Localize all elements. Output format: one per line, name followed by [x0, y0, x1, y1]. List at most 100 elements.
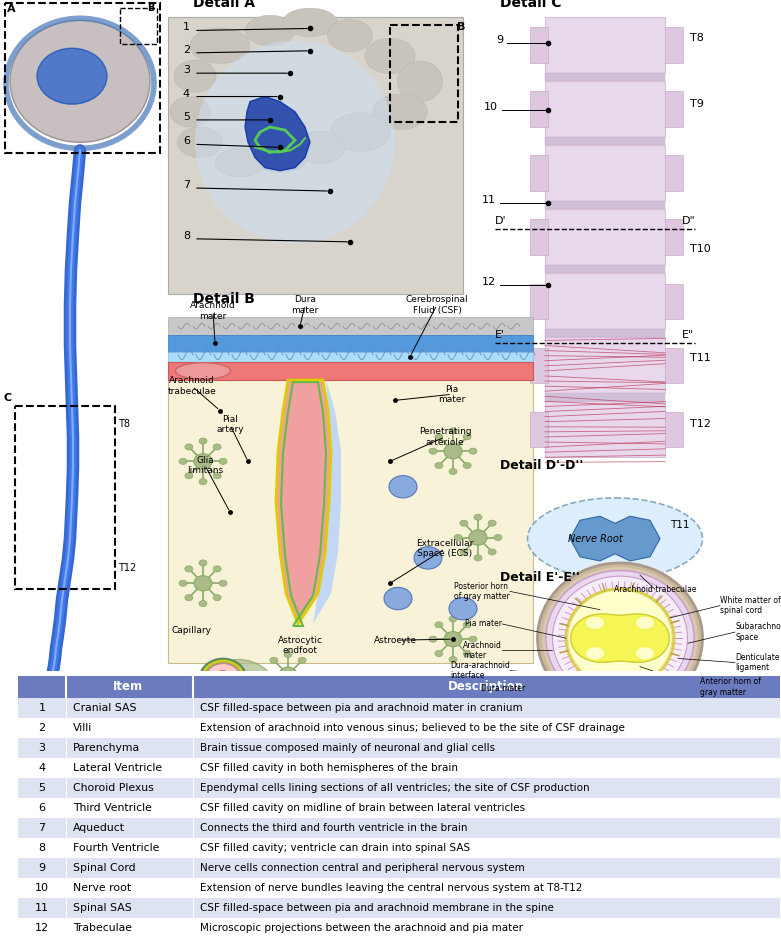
Ellipse shape: [449, 598, 477, 620]
Ellipse shape: [327, 20, 373, 52]
Ellipse shape: [384, 587, 412, 610]
Text: T12: T12: [118, 563, 136, 573]
Text: 7: 7: [38, 823, 45, 833]
Ellipse shape: [527, 498, 702, 580]
Ellipse shape: [213, 566, 221, 572]
Ellipse shape: [10, 21, 150, 143]
Bar: [168, 373, 533, 662]
Ellipse shape: [435, 433, 443, 440]
Ellipse shape: [444, 444, 462, 459]
Text: Detail D'-D'': Detail D'-D'': [500, 460, 583, 473]
Ellipse shape: [474, 555, 482, 561]
Polygon shape: [571, 614, 669, 662]
Polygon shape: [313, 380, 341, 624]
Text: 12: 12: [482, 277, 496, 286]
Text: T8: T8: [118, 418, 130, 429]
Ellipse shape: [213, 444, 221, 450]
Ellipse shape: [435, 650, 443, 657]
Ellipse shape: [295, 131, 345, 163]
Ellipse shape: [636, 647, 654, 659]
Text: Brain tissue composed mainly of neuronal and glial cells: Brain tissue composed mainly of neuronal…: [200, 743, 495, 752]
Polygon shape: [245, 97, 310, 171]
Bar: [18, 675, 780, 698]
Text: Villi: Villi: [73, 722, 92, 733]
Ellipse shape: [198, 659, 278, 731]
Ellipse shape: [252, 143, 308, 173]
Text: Posterior horn
of gray matter: Posterior horn of gray matter: [455, 582, 510, 601]
Ellipse shape: [460, 549, 468, 555]
Ellipse shape: [389, 476, 417, 498]
Ellipse shape: [463, 433, 471, 440]
Ellipse shape: [219, 459, 227, 464]
Ellipse shape: [213, 671, 233, 689]
Text: Extension of nerve bundles leaving the central nervous system at T8-T12: Extension of nerve bundles leaving the c…: [200, 883, 583, 893]
Polygon shape: [570, 516, 660, 561]
Bar: [18, 838, 780, 858]
Bar: [530, 348, 548, 383]
Text: 6: 6: [38, 803, 45, 813]
Ellipse shape: [365, 38, 415, 74]
Ellipse shape: [304, 672, 312, 678]
Bar: [530, 156, 548, 191]
Ellipse shape: [469, 448, 477, 454]
Ellipse shape: [174, 60, 216, 93]
Text: Pia
mater: Pia mater: [438, 385, 465, 404]
Bar: [545, 393, 665, 401]
Bar: [390, 25, 458, 122]
Bar: [545, 137, 665, 145]
Ellipse shape: [179, 459, 187, 464]
Ellipse shape: [460, 521, 468, 526]
Bar: [18, 698, 780, 718]
Text: 10: 10: [484, 101, 498, 112]
Bar: [18, 878, 780, 898]
Ellipse shape: [185, 473, 193, 478]
Bar: [545, 82, 665, 137]
Ellipse shape: [177, 127, 223, 158]
Ellipse shape: [435, 622, 443, 628]
Text: Choroid Plexus: Choroid Plexus: [73, 782, 154, 793]
Ellipse shape: [284, 651, 292, 658]
Ellipse shape: [435, 462, 443, 469]
Ellipse shape: [270, 658, 278, 663]
Ellipse shape: [449, 657, 457, 662]
Text: Cranial SAS: Cranial SAS: [73, 703, 137, 713]
Text: T8: T8: [690, 33, 704, 42]
Text: T11: T11: [690, 353, 711, 363]
Ellipse shape: [199, 658, 247, 702]
Text: E': E': [495, 330, 505, 340]
Ellipse shape: [190, 28, 250, 64]
Bar: [530, 92, 548, 127]
Ellipse shape: [449, 616, 457, 622]
Bar: [665, 283, 683, 319]
Ellipse shape: [270, 686, 278, 692]
Text: A: A: [7, 4, 16, 14]
Text: Astrocytic
endfoot: Astrocytic endfoot: [277, 636, 323, 655]
Bar: [15, 406, 115, 589]
Bar: [18, 737, 780, 758]
Ellipse shape: [488, 549, 496, 555]
Text: Detail A: Detail A: [193, 0, 255, 10]
Text: C: C: [3, 393, 11, 403]
Ellipse shape: [215, 148, 265, 177]
Ellipse shape: [185, 595, 193, 600]
Text: 4: 4: [38, 763, 45, 773]
Text: Detail B: Detail B: [193, 292, 255, 306]
Bar: [545, 202, 665, 209]
Text: Nerve cells connection central and peripheral nervous system: Nerve cells connection central and perip…: [200, 863, 525, 873]
Text: Nerve Root: Nerve Root: [568, 534, 622, 543]
Ellipse shape: [552, 576, 687, 700]
Ellipse shape: [199, 560, 207, 566]
Bar: [530, 219, 548, 255]
Bar: [545, 145, 665, 202]
Text: Capillary: Capillary: [172, 626, 212, 634]
Bar: [18, 818, 780, 838]
Text: 10: 10: [35, 883, 49, 893]
Bar: [18, 778, 780, 797]
Text: 8: 8: [183, 231, 190, 241]
Ellipse shape: [586, 617, 604, 629]
Bar: [18, 758, 780, 778]
Bar: [545, 17, 665, 73]
Text: Denticulate
ligament: Denticulate ligament: [735, 653, 779, 673]
Ellipse shape: [463, 650, 471, 657]
Bar: [665, 92, 683, 127]
